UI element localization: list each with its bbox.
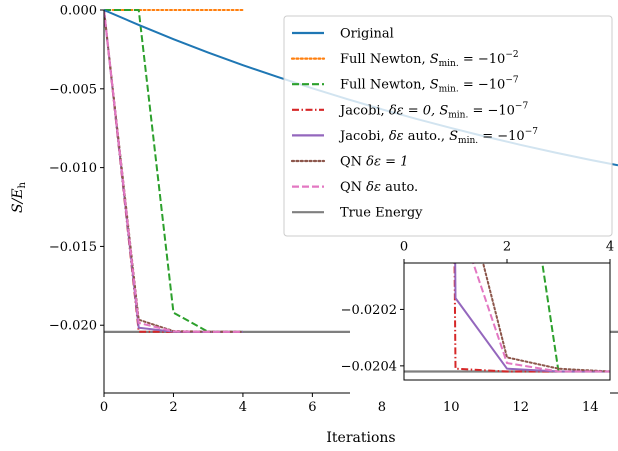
legend-entry: Original <box>340 27 394 42</box>
legend-equals: = −10 <box>459 78 506 93</box>
legend-text-post: auto. <box>381 180 418 195</box>
legend-symbol: δε = 0, S <box>389 103 448 118</box>
y-axis-label-sub: h <box>17 181 28 188</box>
legend-subscript: min. <box>439 85 459 95</box>
inset-series-line-6 <box>472 263 610 373</box>
y-tick-label: 0.000 <box>60 4 97 19</box>
legend-entry: QN δε auto. <box>340 180 418 195</box>
inset-series-line-5 <box>482 263 610 373</box>
series-line-6 <box>104 9 243 333</box>
legend-equals: = −10 <box>459 52 506 67</box>
inset-y-tick-label: −0.0202 <box>341 303 397 318</box>
legend-equals: = −10 <box>478 129 525 144</box>
legend-superscript: −7 <box>505 76 519 86</box>
legend-text: True Energy <box>340 206 423 221</box>
inset-plot: 0 2 4 −0.0202 −0.0204 <box>341 240 614 401</box>
x-tick-label: 4 <box>239 400 247 415</box>
legend-subscript: min. <box>439 59 459 69</box>
legend-text-post: auto., <box>404 129 449 144</box>
legend-symbol: S <box>430 78 439 93</box>
legend-entry: QN δε = 1 <box>340 155 408 170</box>
legend-subscript: min. <box>458 136 478 146</box>
legend-text: Full Newton, <box>340 78 430 93</box>
legend-text: Full Newton, <box>340 52 430 67</box>
y-tick-label: −0.015 <box>49 240 97 255</box>
legend-frame <box>283 15 613 237</box>
x-tick-label: 6 <box>308 400 316 415</box>
inset-y-tick-label: −0.0204 <box>341 359 397 374</box>
legend-equals: = −10 <box>468 103 515 118</box>
x-tick-label: 0 <box>100 400 108 415</box>
legend-text: Jacobi, <box>338 103 389 118</box>
x-tick-label: 12 <box>512 400 529 415</box>
x-tick-label: 14 <box>582 400 599 415</box>
legend-superscript: −2 <box>505 50 518 60</box>
legend-text: QN <box>340 180 366 195</box>
legend-symbol: δε <box>389 129 404 144</box>
legend-superscript: −7 <box>515 101 529 111</box>
legend-superscript: −7 <box>525 127 539 137</box>
y-axis-label-main: S/E <box>10 188 26 213</box>
legend-entry: Full Newton, Smin. = −10−7 <box>340 76 519 95</box>
y-tick-label: −0.010 <box>49 161 97 176</box>
legend-entry: Jacobi, δε auto., Smin. = −10−7 <box>338 127 538 146</box>
legend-symbol: S <box>430 52 439 67</box>
legend-text: QN <box>340 155 366 170</box>
inset-x-tick-label: 4 <box>606 240 614 255</box>
x-tick-label: 2 <box>169 400 177 415</box>
legend-symbol: δε <box>366 180 381 195</box>
legend-entry: Full Newton, Smin. = −10−2 <box>340 50 519 69</box>
x-axis-label: Iterations <box>326 430 395 446</box>
legend-entry: Jacobi, δε = 0, Smin. = −10−7 <box>338 101 528 120</box>
y-tick-label: −0.020 <box>49 319 97 334</box>
y-axis-label: S/Eh <box>10 181 28 213</box>
x-tick-label: 10 <box>443 400 460 415</box>
inset-x-tick-label: 0 <box>400 240 408 255</box>
x-tick-label: 8 <box>378 400 386 415</box>
legend-symbol-2: S <box>449 129 458 144</box>
legend-text: Original <box>340 27 394 42</box>
inset-x-tick-label: 2 <box>503 240 511 255</box>
legend-subscript: min. <box>448 110 468 120</box>
legend-symbol: δε = 1 <box>366 155 408 170</box>
legend-text: Jacobi, <box>338 129 389 144</box>
legend-entry: True Energy <box>340 206 423 221</box>
y-tick-label: −0.005 <box>49 82 97 97</box>
inset-plot-area <box>404 263 610 373</box>
